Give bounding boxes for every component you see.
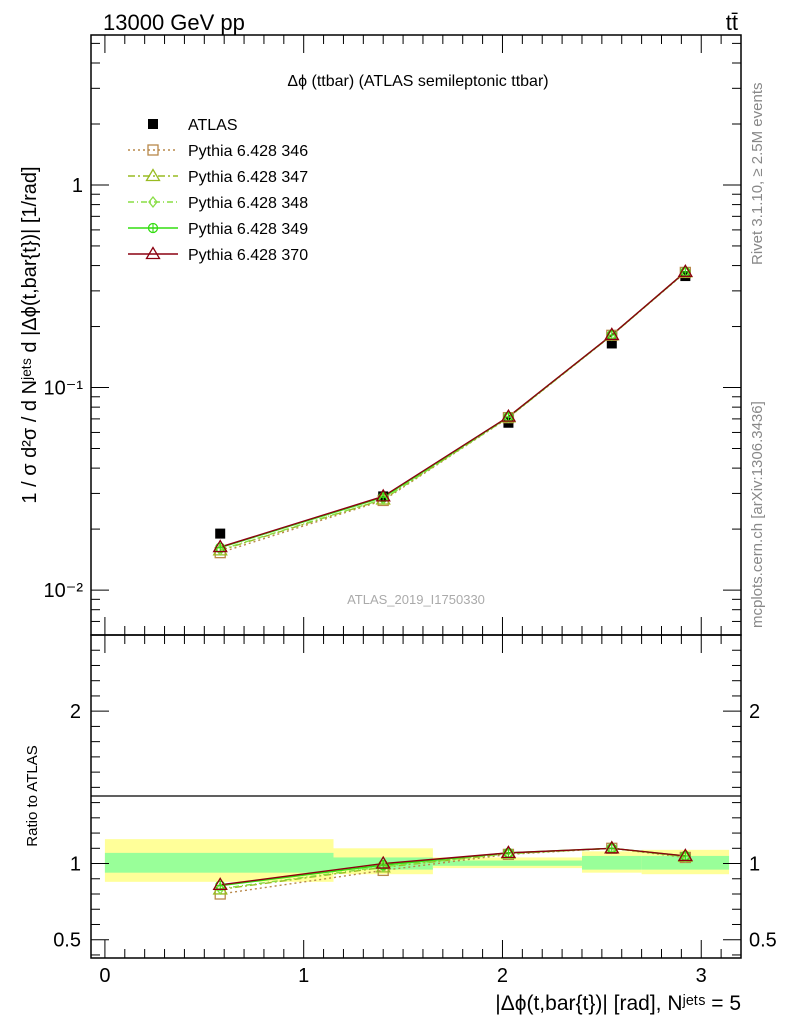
- ratio-xtick-label-1: 1: [298, 965, 309, 987]
- ratio-point-4-4: [677, 848, 693, 862]
- legend-entry-3: Pythia 6.428 348: [128, 195, 308, 212]
- legend-marker-1: [147, 144, 159, 156]
- legend-marker-3: [148, 195, 158, 209]
- watermark: ATLAS_2019_I1750330: [347, 592, 485, 607]
- ratio-ytick-label-right-1: 1: [749, 854, 760, 876]
- main-panel-bg: [91, 35, 741, 635]
- main-point-5-2: [500, 408, 517, 422]
- main-series-points: [212, 264, 693, 559]
- main-point-5-4: [677, 264, 693, 277]
- main-point-0-0: [215, 528, 226, 539]
- header-left: 13000 GeV pp: [103, 10, 245, 35]
- band-inner-2: [432, 860, 582, 866]
- main-point-0-3: [606, 338, 617, 349]
- legend-marker-2: [145, 168, 161, 182]
- main-point-4-0: [215, 542, 226, 553]
- side-text-top: Rivet 3.1.10, ≥ 2.5M events: [749, 83, 766, 266]
- ratio-xtick-label-3: 3: [696, 965, 707, 987]
- ratio-point-4-0: [212, 877, 228, 891]
- band-inner-3: [581, 855, 642, 870]
- legend-entry-5: Pythia 6.428 370: [128, 246, 308, 264]
- main-panel: 10⁻² 10⁻¹ 1 Δϕ (ttbar) (ATLAS semileptonic…: [19, 34, 742, 636]
- ratio-point-4-2: [500, 845, 517, 859]
- legend-label-0: ATLAS: [188, 117, 238, 134]
- ratio-series-points: [212, 840, 693, 900]
- uncertainty-bands: [104, 839, 730, 882]
- ratio-ytick-label-left-1: 1: [70, 854, 81, 876]
- legend-marker-0: [148, 119, 158, 129]
- main-ytick-label-1: 10⁻¹: [44, 378, 84, 400]
- ratio-ytick-label-left-0: 0.5: [53, 930, 81, 952]
- main-point-4-2: [503, 411, 514, 423]
- ratio-panel: 0.5 0.5 1 1 2 2 0 1 2 3 Ratio to ATLAS |Δϕ(t,bar{…: [24, 634, 777, 1015]
- main-title: Δϕ (ttbar) (ATLAS semileptonic ttbar): [287, 73, 548, 90]
- main-ylabel: 1 / σ d²σ / d Nʲᵉᵗˢ d |Δϕ(t,bar{t})| [1/…: [19, 166, 41, 503]
- legend-entry-0: ATLAS: [148, 117, 238, 134]
- legend-label-1: Pythia 6.428 346: [188, 143, 308, 160]
- ratio-ylabel: Ratio to ATLAS: [24, 745, 41, 846]
- ratio-xtick-label-0: 0: [99, 965, 110, 987]
- ratio-ticks: 0.5 0.5 1 1 2 2 0 1 2 3: [53, 635, 777, 987]
- legend-entry-4: Pythia 6.428 349: [128, 221, 308, 238]
- main-ytick-label-0: 10⁻²: [44, 580, 84, 602]
- legend-entry-2: Pythia 6.428 347: [128, 168, 308, 186]
- header-right: tt̄: [726, 10, 738, 35]
- ratio-ytick-label-left-2: 2: [70, 701, 81, 723]
- main-ticks: 10⁻² 10⁻¹ 1: [44, 35, 742, 636]
- main-point-5-1: [375, 488, 391, 502]
- ratio-ytick-label-right-0: 0.5: [749, 930, 777, 952]
- legend-marker-5: [145, 246, 161, 260]
- x-axis-label: |Δϕ(t,bar{t})| [rad], Nʲᵉᵗˢ = 5: [495, 992, 741, 1015]
- band-inner-0: [104, 852, 334, 873]
- main-point-4-4: [680, 266, 691, 278]
- ratio-ytick-label-right-2: 2: [749, 701, 760, 723]
- legend-marker-4: [147, 222, 159, 234]
- ratio-panel-frame: [90, 634, 742, 959]
- main-point-5-0: [212, 539, 228, 553]
- main-ytick-label-2: 1: [72, 175, 83, 197]
- ratio-xtick-label-2: 2: [497, 965, 508, 987]
- legend-label-5: Pythia 6.428 370: [188, 247, 308, 264]
- ratio-point-2-0: [215, 882, 226, 895]
- legend-label-2: Pythia 6.428 347: [188, 169, 308, 186]
- ratio-point-4-1: [375, 855, 391, 869]
- ratio-point-4-3: [604, 840, 620, 854]
- legend: ATLAS Pythia 6.428 346 Pythia 6.428 347 Pyt…: [128, 117, 308, 264]
- main-point-5-3: [604, 327, 620, 341]
- legend-entry-1: Pythia 6.428 346: [128, 143, 308, 160]
- side-text-bottom: mcplots.cern.ch [arXiv:1306.3436]: [749, 401, 766, 628]
- legend-label-3: Pythia 6.428 348: [188, 195, 308, 212]
- legend-label-4: Pythia 6.428 349: [188, 221, 308, 238]
